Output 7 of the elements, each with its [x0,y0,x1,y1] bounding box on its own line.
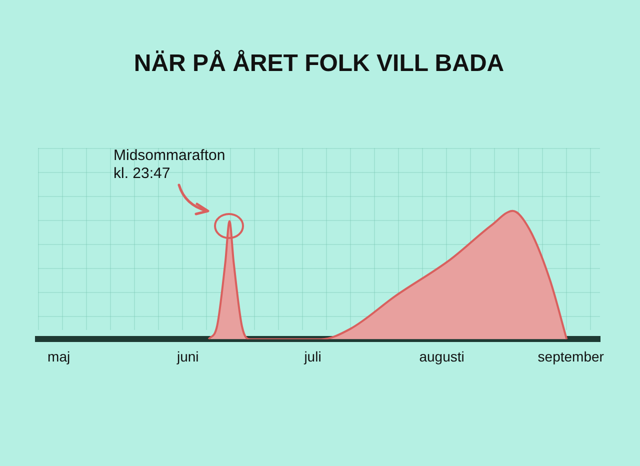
x-tick-label: juli [303,348,322,364]
x-tick-label: maj [48,348,70,364]
x-tick-label: september [538,348,604,364]
chart-title: NÄR PÅ ÅRET FOLK VILL BADA [134,49,504,78]
x-tick-label: juni [176,348,199,364]
annotation: Midsommarafton kl. 23:47 [113,147,226,182]
x-tick-label: augusti [419,348,464,364]
